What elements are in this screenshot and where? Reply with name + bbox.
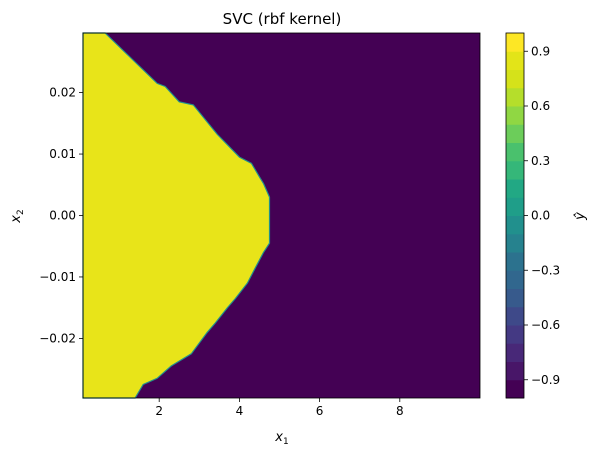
x-tick-label: 4 [236,404,244,418]
colorbar-axis: 0.9 0.6 0.3 0.0 −0.3 −0.6 −0.9 [524,44,560,387]
y-tick-label: −0.01 [39,270,76,284]
colorbar-tick-label: 0.0 [531,209,550,223]
y-tick-label: 0.02 [49,86,76,100]
colorbar-segment [506,87,524,107]
y-tick-label: 0.00 [49,209,76,223]
y-axis-label-base: x [9,215,24,224]
y-tick-label: 0.01 [49,147,76,161]
colorbar-segment [506,325,524,344]
x-axis-label-subscript: 1 [283,437,289,447]
y-tick-label: −0.02 [39,331,76,345]
chart-title: SVC (rbf kernel) [223,10,342,28]
colorbar-segment [506,288,524,308]
x-tick-label: 2 [155,404,163,418]
x-tick-label: 8 [396,404,404,418]
colorbar [505,32,525,399]
colorbar-tick-label: −0.9 [531,373,560,387]
x-axis: 2 4 6 8 [155,398,404,418]
colorbar-segment [506,124,524,143]
colorbar-label: ŷ [573,212,588,221]
plot-area [82,32,481,399]
colorbar-segment [506,33,524,52]
colorbar-segment [506,233,524,253]
colorbar-segment [506,361,524,381]
colorbar-segment [506,69,524,89]
colorbar-segment [506,270,524,289]
colorbar-segment [506,215,524,235]
colorbar-segment [506,306,524,326]
colorbar-tick-label: −0.6 [531,318,560,332]
colorbar-tick-label: 0.6 [531,99,550,113]
colorbar-segment [506,160,524,180]
y-axis-label-subscript: 2 [16,209,26,215]
colorbar-segment [506,343,524,362]
y-axis: 0.02 0.01 0.00 −0.01 −0.02 [39,86,83,345]
colorbar-tick-label: −0.3 [531,263,560,277]
region-positive-class [82,32,271,399]
colorbar-segment [506,179,524,198]
colorbar-segment [506,252,524,271]
colorbar-segment [506,197,524,216]
x-tick-label: 6 [316,404,324,418]
x-axis-label-base: x [274,430,283,445]
colorbar-segment [506,51,524,70]
colorbar-tick-label: 0.3 [531,154,550,168]
colorbar-tick-label: 0.9 [531,44,550,58]
y-axis-label: x2 [9,209,26,223]
colorbar-segment [506,379,524,399]
colorbar-segment [506,106,524,125]
x-axis-label: x1 [274,430,288,447]
colorbar-segment [506,142,524,162]
